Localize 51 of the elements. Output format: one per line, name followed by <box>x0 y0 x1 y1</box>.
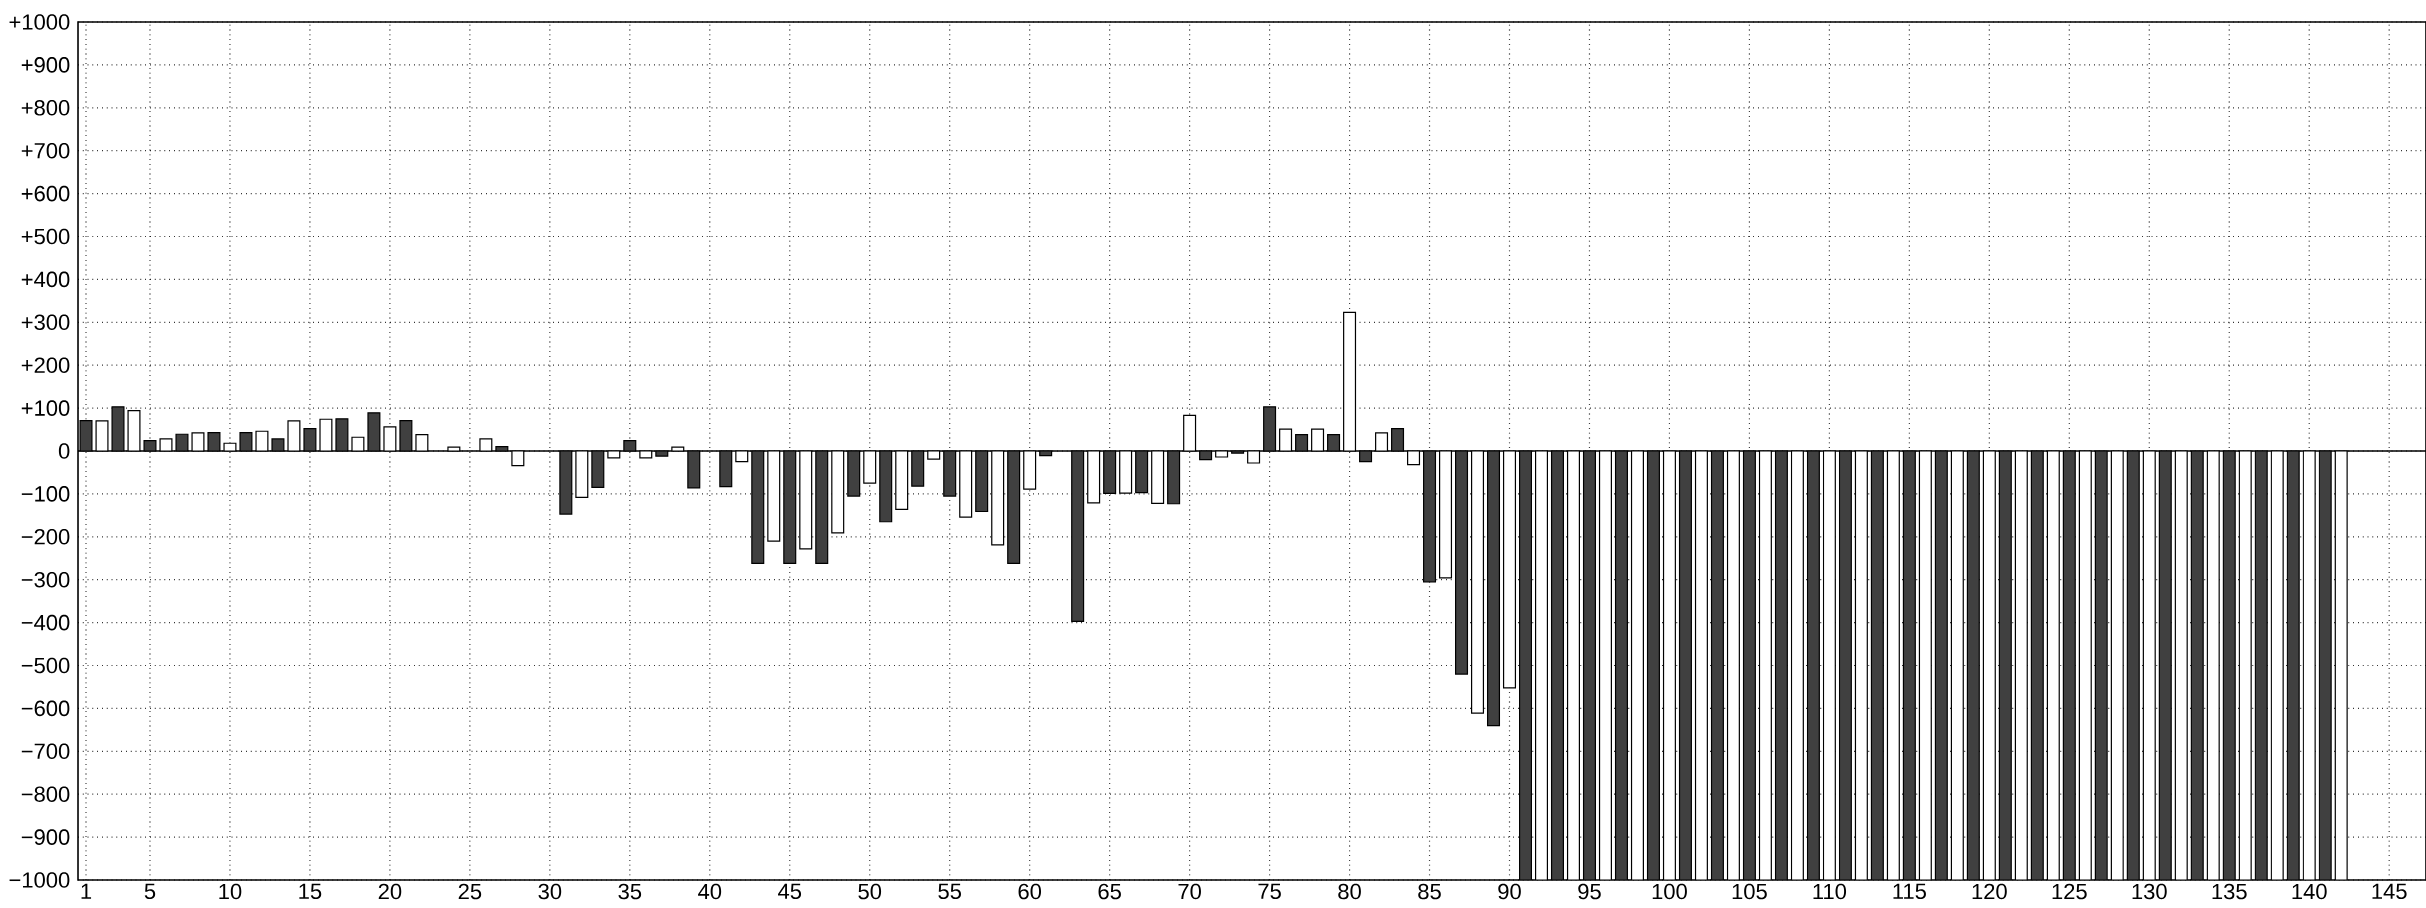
y-tick-label: 0 <box>58 443 70 459</box>
y-tick-label: +500 <box>21 228 70 245</box>
y-tick-label: −300 <box>21 571 70 588</box>
y-tick-label: +400 <box>21 271 70 288</box>
y-tick-label: +200 <box>21 357 70 373</box>
y-tick-label: −800 <box>21 786 70 802</box>
x-tick-label: 110 <box>1813 883 1847 900</box>
x-tick-label: 145 <box>2372 883 2407 900</box>
x-tick-label: 130 <box>2132 883 2167 900</box>
y-tick-label: −700 <box>21 743 70 760</box>
x-tick-label: 65 <box>1098 883 1121 900</box>
y-tick-label: +600 <box>21 185 70 202</box>
x-tick-label: 100 <box>1652 883 1687 900</box>
x-tick-label: 135 <box>2212 883 2247 900</box>
y-tick-label: −400 <box>21 614 70 631</box>
x-tick-label: 60 <box>1018 883 1042 900</box>
x-tick-label: 45 <box>778 883 802 900</box>
x-tick-label: 25 <box>458 883 482 900</box>
y-tick-label: −500 <box>21 657 70 674</box>
x-tick-label: 115 <box>1893 883 1926 900</box>
y-tick-label: −200 <box>21 529 70 545</box>
y-tick-label: −100 <box>21 486 70 502</box>
x-tick-label: 95 <box>1578 883 1601 900</box>
y-tick-label: −600 <box>21 700 70 717</box>
x-tick-label: 35 <box>618 883 642 900</box>
x-tick-label: 5 <box>144 883 156 900</box>
y-tick-label: +900 <box>21 57 70 73</box>
x-tick-label: 80 <box>1338 883 1361 900</box>
x-tick-label: 105 <box>1732 883 1767 900</box>
x-tick-label: 20 <box>378 883 402 900</box>
x-tick-label: 30 <box>538 883 562 900</box>
x-tick-label: 120 <box>1972 883 2007 900</box>
y-tick-label: +300 <box>21 314 70 331</box>
x-tick-label: 140 <box>2292 883 2327 900</box>
y-tick-label: −900 <box>21 829 70 845</box>
x-tick-label: 40 <box>698 883 722 900</box>
y-tick-label: +700 <box>21 142 70 159</box>
x-tick-label: 125 <box>2052 883 2087 900</box>
x-tick-label: 85 <box>1418 883 1441 900</box>
x-tick-label: 70 <box>1178 883 1201 900</box>
x-tick-label: 1 <box>81 883 92 899</box>
x-tick-label: 15 <box>299 883 322 900</box>
x-tick-label: 55 <box>938 883 961 900</box>
y-tick-label: +800 <box>21 100 70 116</box>
y-tick-label: −1000 <box>9 872 70 888</box>
x-tick-label: 90 <box>1498 883 1521 900</box>
x-tick-label: 75 <box>1258 883 1281 900</box>
x-tick-label: 10 <box>219 883 242 900</box>
x-tick-label: 50 <box>858 883 882 900</box>
y-tick-label: +100 <box>21 400 70 416</box>
y-tick-label: +1000 <box>9 14 70 30</box>
